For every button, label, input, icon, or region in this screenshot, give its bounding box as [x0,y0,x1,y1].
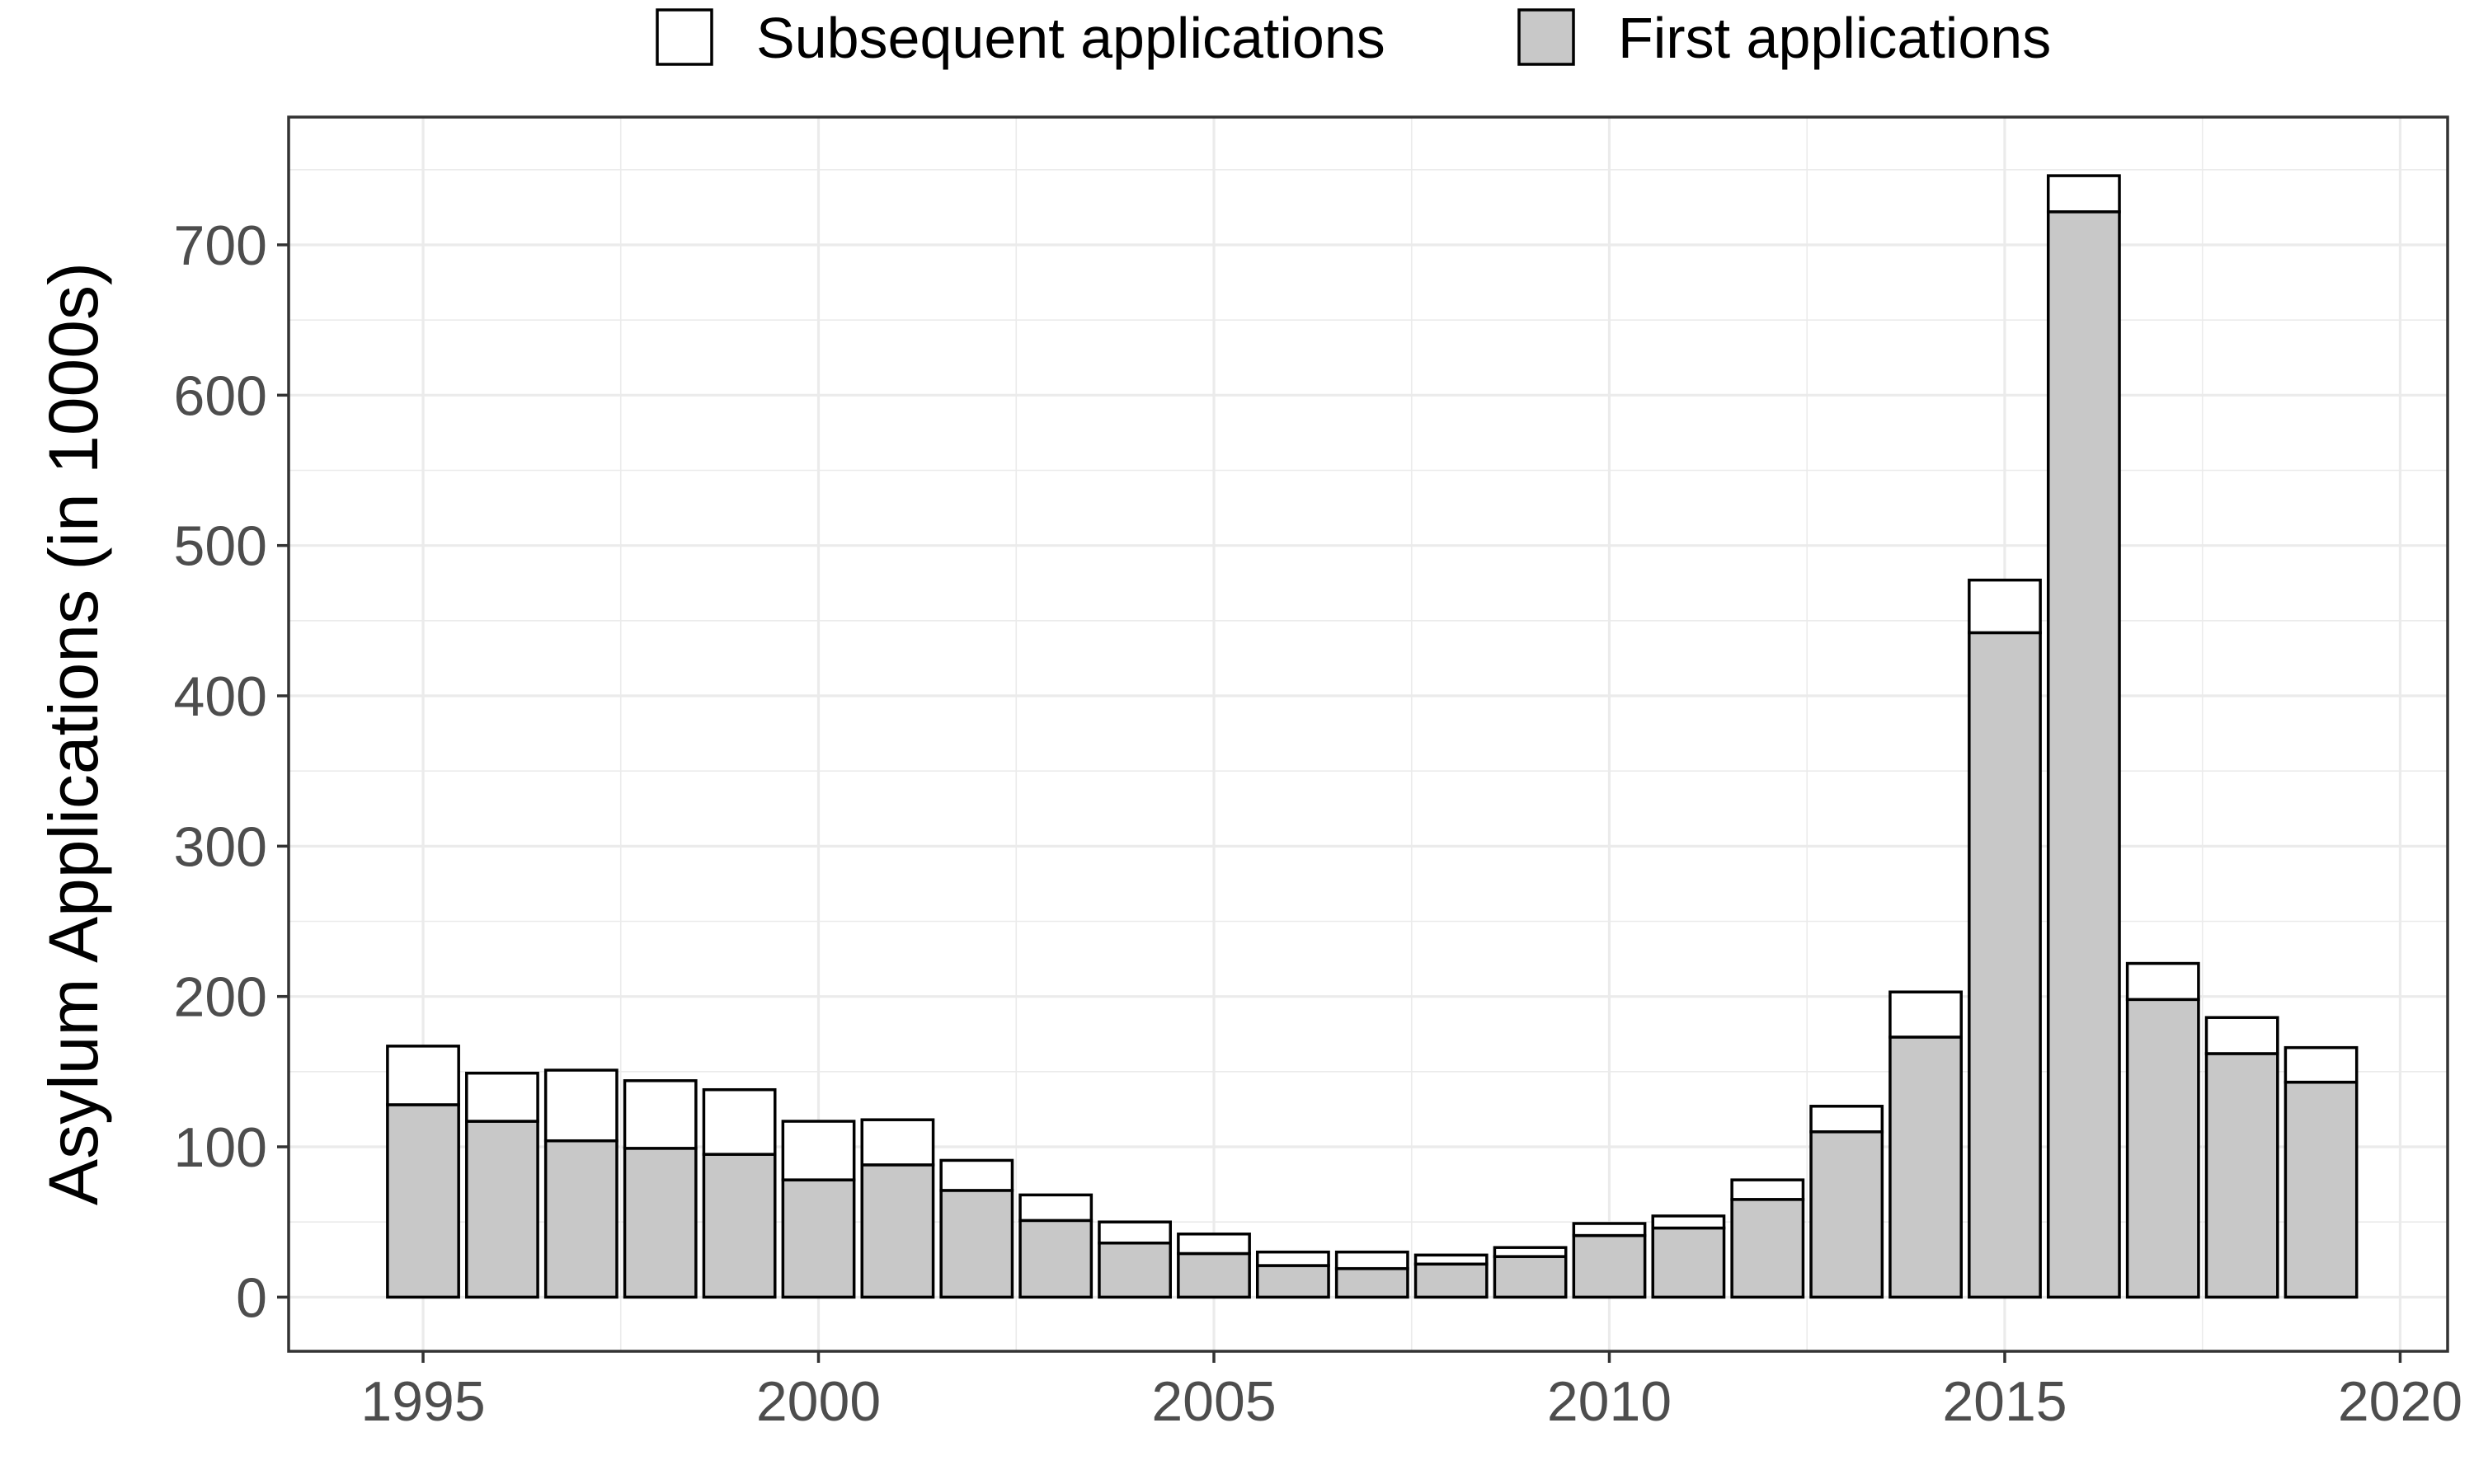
y-tick-label: 700 [174,214,267,277]
bar-first-applications-1996 [465,1120,539,1299]
bar-subsequent-applications-2013 [1809,1105,1884,1134]
bar-first-applications-1998 [623,1147,698,1299]
bar-subsequent-applications-2002 [939,1158,1014,1192]
bar-subsequent-applications-2014 [1888,990,1963,1039]
y-tick-label: 0 [236,1266,267,1329]
bar-first-applications-2009 [1493,1255,1568,1299]
bar-first-applications-2000 [781,1178,856,1299]
bar-first-applications-2006 [1255,1264,1330,1299]
bars [386,174,2359,1299]
y-tick-label: 500 [174,515,267,578]
bar-first-applications-2016 [2046,210,2121,1299]
bar-subsequent-applications-2007 [1334,1250,1409,1270]
bar-first-applications-2019 [2284,1080,2359,1299]
bar-subsequent-applications-2009 [1493,1246,1568,1258]
bar-first-applications-2001 [860,1163,935,1299]
bar-first-applications-2003 [1018,1219,1094,1299]
bar-subsequent-applications-2012 [1730,1178,1805,1201]
bar-subsequent-applications-2005 [1177,1233,1251,1256]
y-axis: 0 100 200 300 400 500 600 700 [174,214,289,1329]
bar-first-applications-2005 [1177,1252,1251,1299]
legend-key-subsequent [656,8,713,66]
bar-first-applications-1999 [702,1153,777,1299]
bar-subsequent-applications-1998 [623,1079,698,1150]
x-tick-label: 2005 [1151,1370,1276,1433]
y-axis-title: Asylum Applications (in 1000s) [35,262,112,1205]
bar-first-applications-2007 [1334,1266,1409,1299]
x-tick-label: 2000 [756,1370,881,1433]
bar-first-applications-2011 [1651,1226,1726,1299]
bar-subsequent-applications-2016 [2046,174,2121,214]
bar-subsequent-applications-2018 [2204,1016,2279,1055]
legend-label-first: First applications [1618,6,2051,70]
y-tick-label: 100 [174,1116,267,1179]
bar-subsequent-applications-1995 [386,1045,460,1106]
bar-first-applications-1995 [386,1103,460,1299]
bar-subsequent-applications-1996 [465,1071,539,1123]
y-tick-label: 300 [174,815,267,878]
bar-subsequent-applications-2008 [1413,1253,1489,1266]
bar-subsequent-applications-1999 [702,1087,777,1156]
x-tick-label: 1995 [360,1370,485,1433]
bar-subsequent-applications-2015 [1968,578,2042,635]
legend-key-first [1517,8,1575,66]
bar-subsequent-applications-2019 [2284,1045,2359,1084]
y-tick-label: 400 [174,665,267,728]
bar-subsequent-applications-1997 [543,1068,618,1143]
bar-subsequent-applications-2017 [2125,961,2200,1002]
bar-subsequent-applications-2010 [1572,1222,1647,1237]
bar-subsequent-applications-2003 [1018,1193,1094,1223]
bar-first-applications-2015 [1968,631,2042,1299]
bar-first-applications-2014 [1888,1036,1963,1299]
bar-subsequent-applications-2001 [860,1118,935,1167]
bar-subsequent-applications-2011 [1651,1214,1726,1230]
bar-first-applications-2004 [1098,1241,1173,1299]
plot-panel-border [287,115,2449,1353]
bar-first-applications-1997 [543,1139,618,1299]
x-tick-label: 2015 [1942,1370,2067,1433]
x-tick-label: 2020 [2338,1370,2462,1433]
bar-first-applications-2002 [939,1189,1014,1299]
bar-subsequent-applications-2000 [781,1120,856,1181]
bar-first-applications-2013 [1809,1130,1884,1299]
bar-first-applications-2018 [2204,1052,2279,1299]
x-axis: 1995 2000 2005 2010 2015 2020 [360,1351,2462,1433]
bar-first-applications-2017 [2125,998,2200,1299]
bar-first-applications-2008 [1413,1262,1489,1299]
legend-label-subsequent: Subsequent applications [756,6,1385,70]
bar-subsequent-applications-2006 [1255,1250,1330,1267]
legend: Subsequent applications First application… [656,6,2051,70]
bar-first-applications-2012 [1730,1198,1805,1299]
bar-first-applications-2010 [1572,1233,1647,1299]
y-tick-label: 600 [174,364,267,427]
y-tick-label: 200 [174,966,267,1029]
bar-subsequent-applications-2004 [1098,1220,1173,1245]
x-tick-label: 2010 [1547,1370,1672,1433]
